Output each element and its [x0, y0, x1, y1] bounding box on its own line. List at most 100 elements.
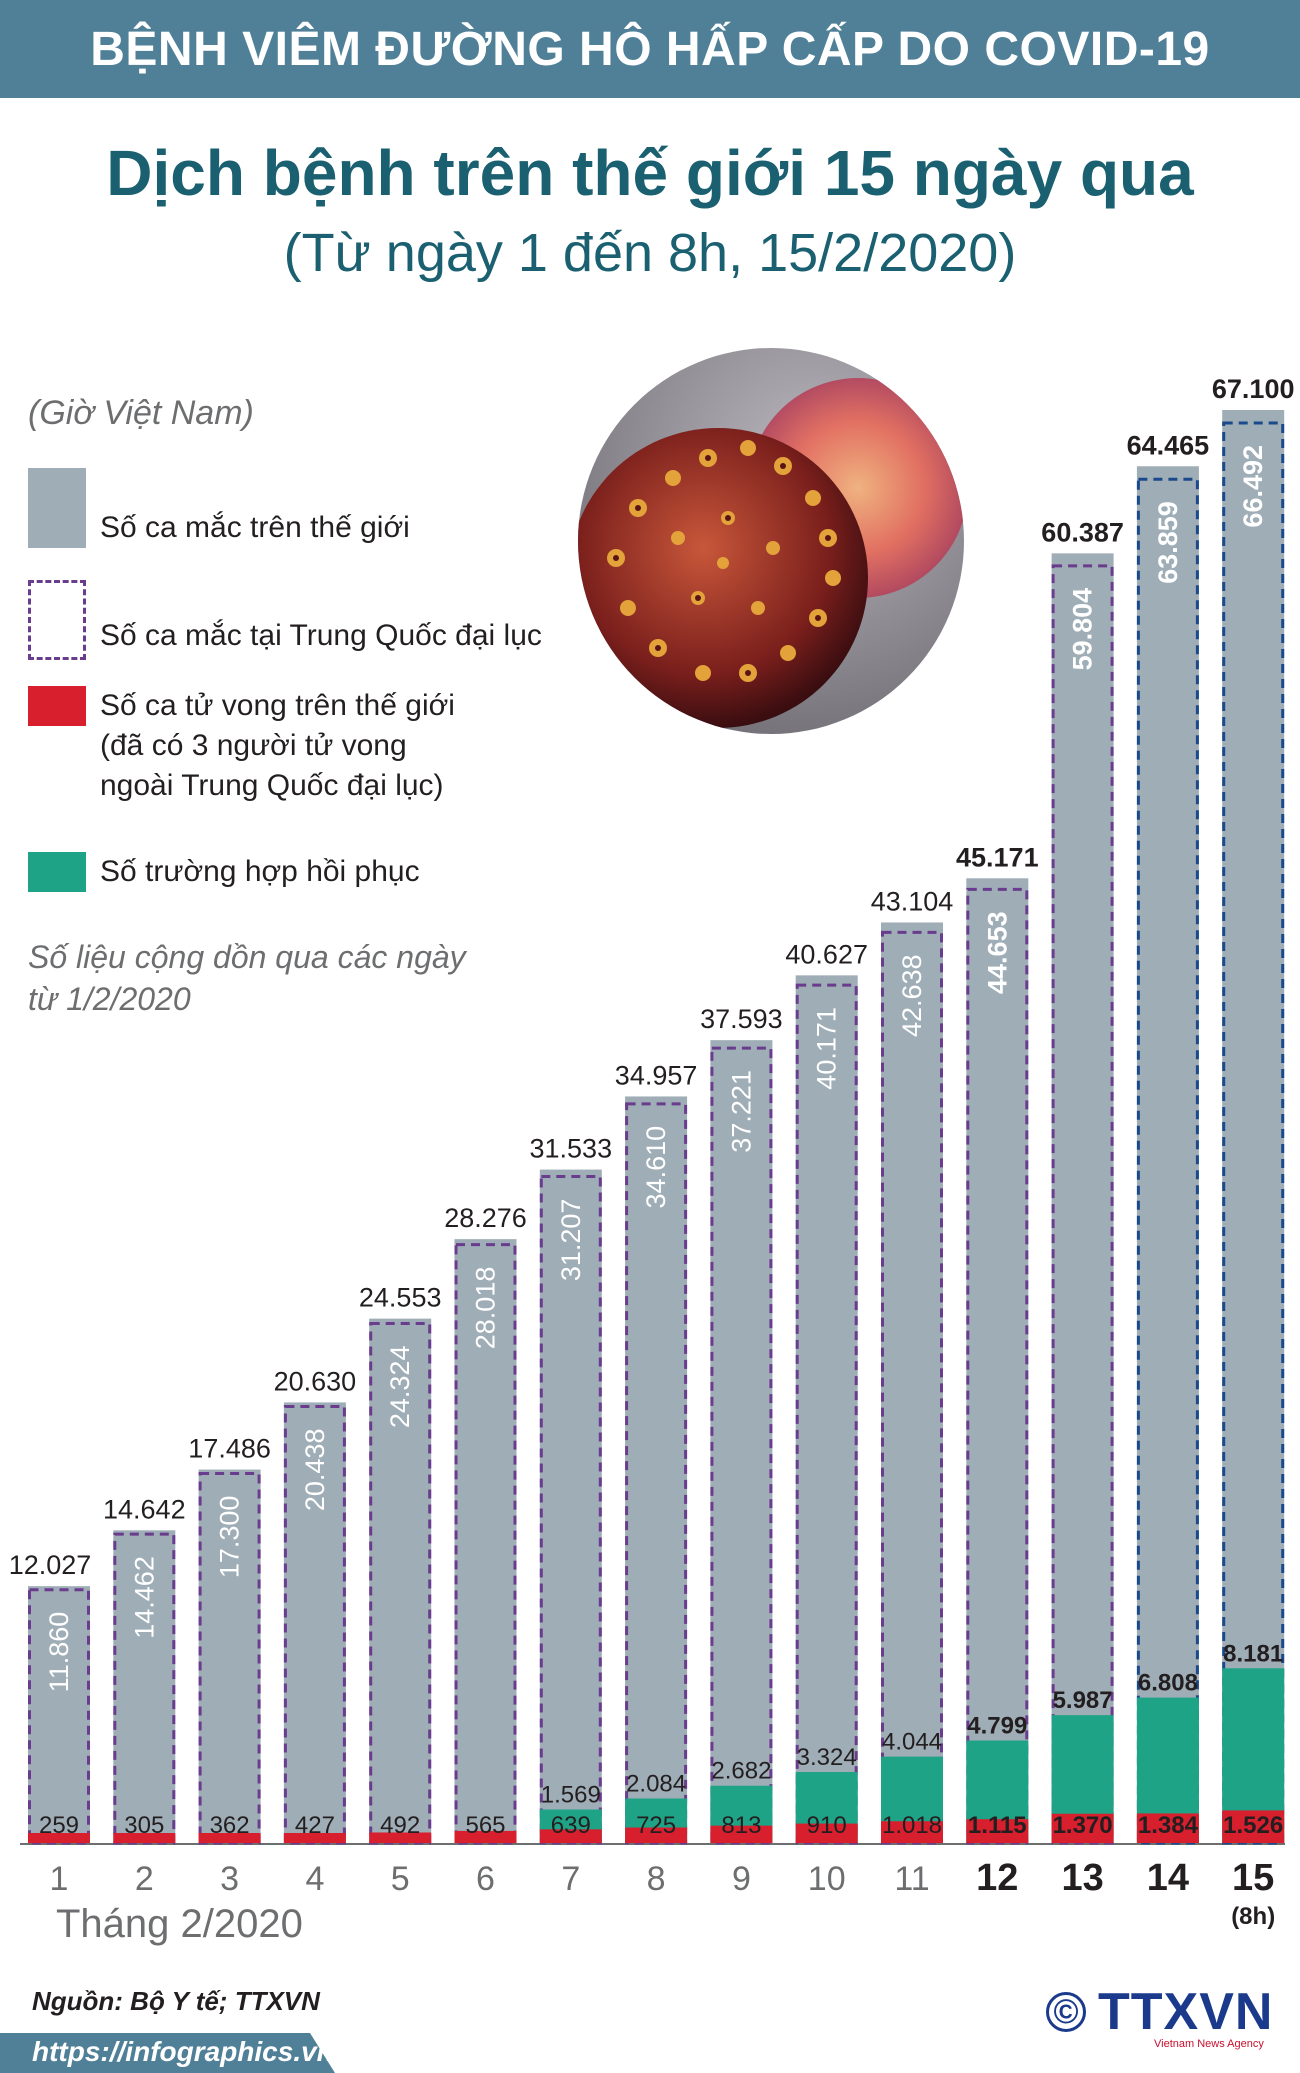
bar-deaths-2	[113, 1833, 176, 1843]
bar-china-outline-4	[283, 1405, 346, 1845]
bar-deaths-3	[198, 1833, 261, 1843]
label-recovered-12: 4.799	[967, 1713, 1027, 1740]
bar-china-outline-11	[881, 930, 943, 1845]
label-recovered-15: 8.181	[1223, 1640, 1283, 1667]
legend-label-recovered: Số trường hợp hồi phục	[100, 855, 420, 888]
label-recovered-9: 2.682	[711, 1758, 771, 1785]
label-world-7: 31.533	[530, 1134, 613, 1164]
legend-item-recovered: Số trường hợp hồi phục	[28, 852, 420, 892]
footer-bar	[0, 2033, 335, 2073]
label-world-14: 64.465	[1127, 430, 1210, 460]
label-deaths-6: 565	[465, 1812, 505, 1839]
bar-world-11	[881, 922, 943, 1843]
legend-swatch-deaths	[28, 686, 86, 726]
label-recovered-7: 1.569	[541, 1781, 601, 1808]
label-china-2: 14.462	[129, 1556, 159, 1639]
label-world-8: 34.957	[615, 1060, 698, 1090]
x-tick-label-10: 10	[808, 1860, 846, 1898]
label-deaths-5: 492	[380, 1812, 420, 1839]
label-deaths-12: 1.115	[968, 1812, 1027, 1839]
legend-item-deaths: Số ca tử vong trên thế giới (đã có 3 ngư…	[28, 686, 455, 806]
bar-chart: 12.027 11.860 259 1 14.642 14.462 305 2 17.486 17…	[9, 374, 1295, 1930]
label-world-1: 12.027	[9, 1550, 92, 1580]
page-title: Dịch bệnh trên thế giới 15 ngày qua	[106, 137, 1194, 209]
bar-deaths-14	[1136, 1813, 1199, 1843]
legend-item-china: Số ca mắc tại Trung Quốc đại lục	[28, 580, 542, 660]
bar-world-7	[539, 1169, 602, 1843]
label-deaths-14: 1.384	[1138, 1812, 1199, 1839]
legend-label-world: Số ca mắc trên thế giới	[100, 511, 410, 544]
label-world-6: 28.276	[444, 1203, 527, 1233]
virus-illustration	[578, 348, 964, 734]
bar-world-9	[710, 1040, 773, 1843]
logo-text: TTXVN	[1098, 1983, 1274, 2041]
x-axis-label: Tháng 2/2020	[56, 1902, 303, 1946]
footer-url[interactable]: https://infographics.vn	[32, 2036, 334, 2067]
label-deaths-3: 362	[210, 1812, 250, 1839]
label-china-10: 40.171	[812, 1007, 842, 1090]
bar-world-2	[113, 1530, 176, 1843]
bar-deaths-7	[539, 1829, 602, 1843]
label-world-3: 17.486	[188, 1434, 271, 1464]
ttxvn-logo: © TTXVN Vietnam News Agency	[1046, 1983, 1274, 2050]
timezone-note: (Giờ Việt Nam)	[28, 394, 254, 432]
label-deaths-7: 639	[551, 1812, 591, 1839]
bar-world-8	[625, 1096, 688, 1843]
bar-deaths-4	[283, 1833, 346, 1843]
label-china-4: 20.438	[300, 1429, 330, 1512]
label-world-9: 37.593	[700, 1004, 783, 1034]
cumulative-note: Số liệu cộng dồn qua các ngày từ 1/2/202…	[28, 939, 466, 1017]
label-deaths-9: 813	[721, 1812, 761, 1839]
x-tick-label-12: 12	[976, 1857, 1018, 1899]
x-tick-label-1: 1	[50, 1860, 69, 1898]
bar-world-15	[1222, 410, 1285, 1843]
label-deaths-10: 910	[807, 1812, 847, 1839]
bar-deaths-10	[795, 1823, 858, 1843]
bar-china-outline-9	[710, 1046, 773, 1845]
bar-world-14	[1136, 466, 1199, 1843]
label-world-2: 14.642	[103, 1494, 186, 1524]
x-tick-label-13: 13	[1061, 1857, 1103, 1899]
header-banner: BỆNH VIÊM ĐƯỜNG HÔ HẤP CẤP DO COVID-19	[0, 0, 1300, 98]
logo-subtext: Vietnam News Agency	[1154, 2038, 1264, 2050]
legend-swatch-recovered	[28, 852, 86, 892]
legend-item-world: Số ca mắc trên thế giới	[28, 468, 410, 548]
legend-swatch-world	[28, 468, 86, 548]
label-china-5: 24.324	[385, 1346, 415, 1429]
x-tick-label-5: 5	[391, 1860, 410, 1898]
legend-swatch-china	[28, 580, 86, 660]
x-tick-label-15: 15	[1232, 1857, 1274, 1899]
label-world-11: 43.104	[871, 886, 954, 916]
bar-world-4	[283, 1402, 346, 1843]
label-china-14: 63.859	[1153, 501, 1183, 584]
label-world-15: 67.100	[1212, 374, 1295, 404]
x-tick-label-7: 7	[561, 1860, 580, 1898]
label-world-4: 20.630	[274, 1366, 357, 1396]
bar-world-12	[966, 878, 1029, 1843]
label-china-9: 37.221	[726, 1070, 756, 1153]
label-deaths-8: 725	[636, 1812, 676, 1839]
label-china-6: 28.018	[471, 1267, 501, 1350]
bar-deaths-12	[966, 1819, 1029, 1843]
label-deaths-15: 1.526	[1223, 1812, 1283, 1839]
bar-china-outline-1	[28, 1588, 90, 1845]
label-deaths-1: 259	[39, 1812, 79, 1839]
label-china-11: 42.638	[897, 954, 927, 1037]
virus-icon	[578, 348, 964, 734]
label-recovered-8: 2.084	[626, 1770, 686, 1797]
bar-deaths-9	[710, 1825, 773, 1843]
label-recovered-13: 5.987	[1053, 1687, 1113, 1714]
label-recovered-10: 3.324	[797, 1744, 857, 1771]
bar-deaths-15	[1222, 1810, 1285, 1843]
bar-world-10	[795, 975, 858, 1843]
copyright-icon: ©	[1046, 1992, 1086, 2032]
bar-world-3	[198, 1469, 261, 1843]
bar-deaths-13	[1051, 1813, 1114, 1843]
bar-world-13	[1051, 553, 1114, 1844]
banner-text: BỆNH VIÊM ĐƯỜNG HÔ HẤP CẤP DO COVID-19	[90, 22, 1210, 76]
x-tick-label-4: 4	[305, 1860, 324, 1898]
label-world-5: 24.553	[359, 1283, 442, 1313]
label-deaths-11: 1.018	[882, 1812, 942, 1839]
x-tick-label-14: 14	[1147, 1857, 1189, 1899]
bar-deaths-5	[369, 1832, 432, 1843]
